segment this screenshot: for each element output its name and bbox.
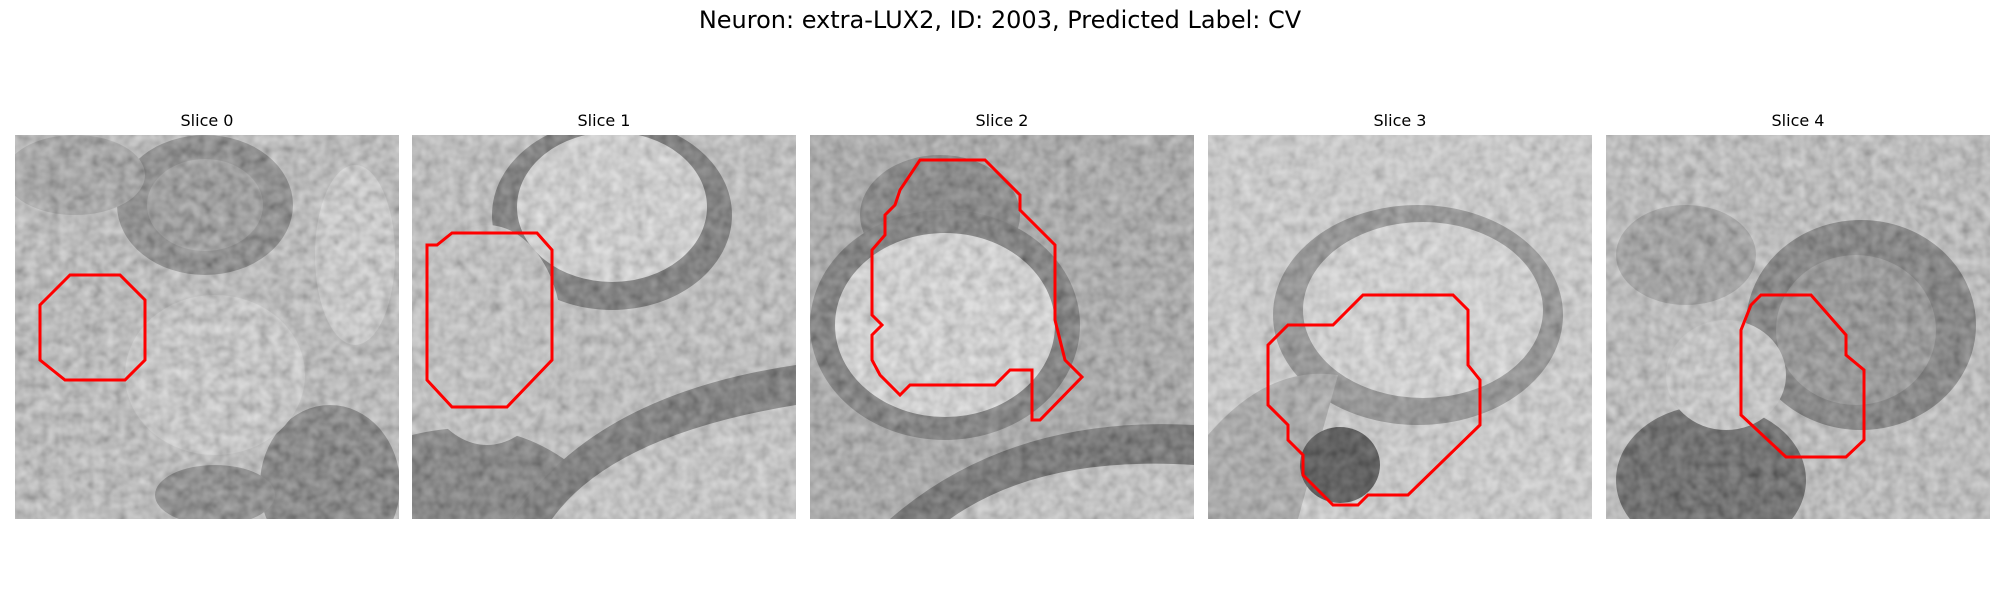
slice-panel-2: Slice 2 <box>810 108 1194 519</box>
slice-image-0 <box>15 135 399 519</box>
roi-contour-2 <box>870 158 1085 422</box>
slice-panel-1: Slice 1 <box>412 108 796 519</box>
figure-title: Neuron: extra-LUX2, ID: 2003, Predicted … <box>698 6 1302 34</box>
slice-title-4: Slice 4 <box>1771 111 1825 130</box>
slice-title-2: Slice 2 <box>975 111 1029 130</box>
slice-image-3 <box>1208 135 1592 519</box>
slice-title-3: Slice 3 <box>1373 111 1427 130</box>
slice-panel-0: Slice 0 <box>15 108 399 519</box>
roi-contour-1 <box>425 231 554 409</box>
slice-panel-4: Slice 4 <box>1606 108 1990 519</box>
slice-title-1: Slice 1 <box>577 111 631 130</box>
roi-contour-3 <box>1266 293 1482 507</box>
slice-image-2 <box>810 135 1194 519</box>
slice-panel-3: Slice 3 <box>1208 108 1592 519</box>
slice-title-0: Slice 0 <box>180 111 234 130</box>
roi-contour-4 <box>1739 293 1866 459</box>
slice-image-4 <box>1606 135 1990 519</box>
slice-image-1 <box>412 135 796 519</box>
roi-contour-0 <box>38 273 147 382</box>
